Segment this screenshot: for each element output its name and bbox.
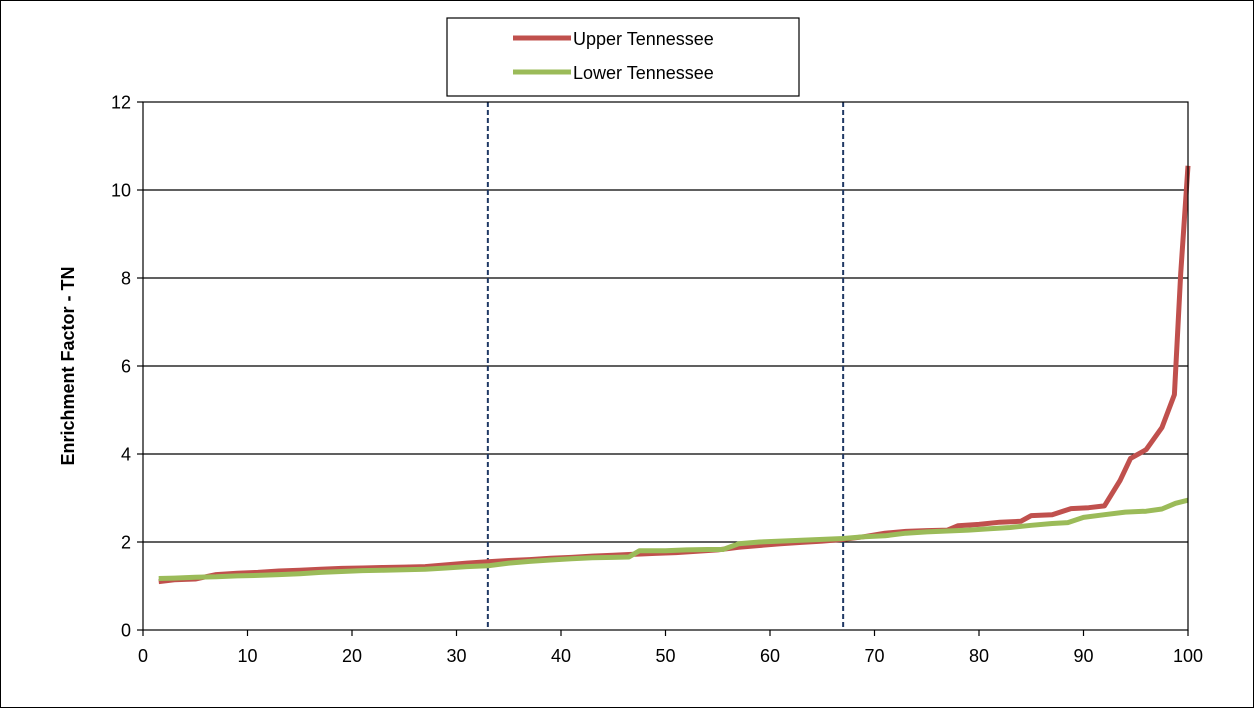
legend-box	[446, 17, 800, 97]
x-tick-label: 0	[138, 646, 148, 666]
x-tick-label: 70	[864, 646, 884, 666]
y-tick-label: 6	[121, 357, 131, 377]
y-tick-label: 2	[121, 533, 131, 553]
series-lines	[158, 165, 1191, 585]
reference-lines	[486, 102, 845, 630]
y-tick-label: 4	[121, 445, 131, 465]
x-tick-label: 30	[446, 646, 466, 666]
y-axis-ticks: 0 2 4 6 8 10 12	[111, 93, 143, 641]
x-tick-label: 90	[1073, 646, 1093, 666]
x-axis-ticks: 0 10 20 30 40 50 60 70 80 90 100	[138, 630, 1203, 666]
x-tick-label: 10	[237, 646, 257, 666]
series-line-lower-tennessee	[158, 497, 1189, 581]
x-tick-label: 20	[342, 646, 362, 666]
x-tick-label: 60	[760, 646, 780, 666]
y-tick-label: 10	[111, 181, 131, 201]
legend-label: Upper Tennessee	[573, 29, 714, 49]
legend: Upper Tennessee Lower Tennessee	[446, 17, 800, 97]
y-tick-label: 12	[111, 93, 131, 113]
y-tick-label: 8	[121, 269, 131, 289]
y-axis-title: Enrichment Factor - TN	[58, 266, 78, 465]
x-tick-label: 50	[655, 646, 675, 666]
legend-label: Lower Tennessee	[573, 63, 714, 83]
gridlines	[143, 189, 1188, 543]
y-tick-label: 0	[121, 621, 131, 641]
x-tick-label: 100	[1173, 646, 1203, 666]
x-tick-label: 40	[551, 646, 571, 666]
x-tick-label: 80	[969, 646, 989, 666]
